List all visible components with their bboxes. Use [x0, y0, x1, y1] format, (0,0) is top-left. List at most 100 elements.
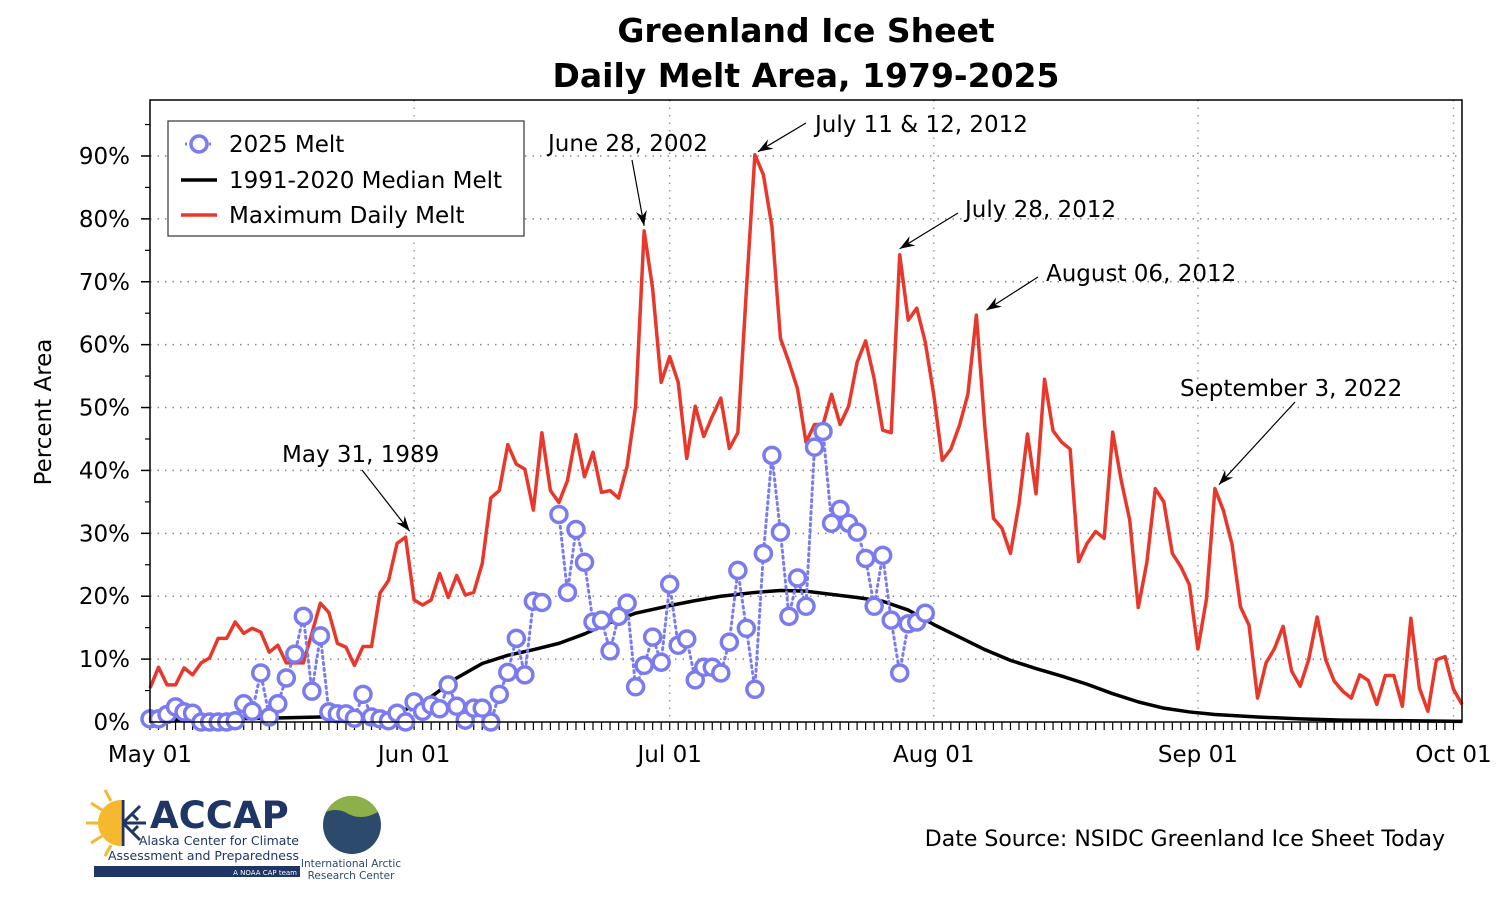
annotation-label: May 31, 1989: [282, 442, 439, 468]
y-axis-label: Percent Area: [31, 339, 57, 486]
melt-2025-point: [872, 545, 893, 566]
melt-2025-point: [515, 665, 535, 685]
melt-2025-point: [625, 677, 646, 697]
melt-2025-point: [268, 694, 288, 714]
y-tick-label: 70%: [79, 270, 130, 296]
melt-2025-point: [608, 606, 629, 627]
melt-2025-point: [285, 644, 305, 664]
accap-line1: Alaska Center for Climate: [139, 833, 299, 848]
axis-ticks: 0% 10% 20% 30% 40% 50% 60% 70% 80% 90% May 01 Jun 0…: [79, 123, 1492, 768]
annotation-arrow: [1218, 401, 1296, 486]
melt-2025-point: [659, 574, 680, 595]
annotation-label: July 28, 2012: [963, 197, 1116, 223]
annotation-arrow: [986, 276, 1039, 311]
y-tick-label: 50%: [79, 396, 130, 422]
melt-2025-point: [676, 629, 697, 649]
melt-2025-point: [719, 632, 740, 652]
melt-2025-point: [549, 504, 569, 525]
sun-icon: [86, 789, 121, 857]
iarc-line2: Research Center: [308, 870, 396, 882]
x-tick-label: Jul 01: [636, 742, 702, 768]
arrowhead-icon: [1218, 469, 1234, 485]
annotation-arrow: [899, 212, 959, 250]
melt-2025-point: [830, 499, 850, 520]
melt-2025-point: [651, 652, 671, 673]
melt-2025-point: [770, 522, 791, 542]
legend-label-median: 1991-2020 Median Melt: [229, 168, 502, 194]
melt-2025-point: [711, 663, 731, 683]
accap-tagline: A NOAA CAP team: [233, 869, 297, 877]
annotation-label: September 3, 2022: [1180, 376, 1402, 402]
accap-wordmark: ACCAP: [150, 794, 289, 837]
y-tick-label: 40%: [79, 458, 130, 484]
chart-title: Greenland Ice Sheet: [617, 11, 995, 50]
melt-2025-point: [251, 663, 271, 683]
data-source-note: Date Source: NSIDC Greenland Ice Sheet T…: [925, 827, 1445, 852]
snowflake-icon: [121, 800, 146, 846]
melt-2025-point: [881, 610, 901, 630]
max-daily-melt-line: [148, 152, 1464, 714]
melt-2025-point: [276, 668, 297, 688]
x-tick-label: Jun 01: [376, 742, 451, 768]
melt-2025-point: [634, 655, 654, 676]
melt-2025-point: [566, 519, 586, 540]
melt-2025-point: [600, 641, 620, 661]
melt-2025-point: [293, 606, 314, 627]
y-tick-label: 60%: [79, 333, 130, 359]
melt-2025-point: [796, 596, 816, 617]
melt-2025-point: [736, 618, 757, 639]
plot-frame: [149, 99, 1463, 723]
x-tick-label: Oct 01: [1415, 742, 1491, 768]
melt-2025-point: [855, 548, 876, 569]
melt-2025-point: [353, 684, 373, 705]
melt-2025-point: [574, 552, 595, 573]
legend-label-max: Maximum Daily Melt: [229, 203, 465, 229]
melt-2025-point: [242, 701, 262, 722]
melt-2025-point: [532, 592, 552, 613]
melt-2025-point: [915, 603, 936, 623]
arrowhead-icon: [757, 139, 774, 152]
melt-2025-point: [302, 681, 322, 701]
arrowhead-icon: [899, 236, 916, 249]
accap-line2: Assessment and Preparedness: [108, 848, 299, 863]
melt-2025-point: [753, 543, 774, 564]
legend-label-2025: 2025 Melt: [229, 132, 344, 158]
melt-2025-point: [889, 663, 910, 683]
melt-2025-point: [498, 662, 518, 683]
melt-2025-point: [429, 699, 450, 719]
melt-2025-point: [591, 610, 612, 630]
iarc-logo: International Arctic Research Center: [301, 795, 401, 882]
annotation-label: July 11 & 12, 2012: [813, 112, 1028, 138]
melt-2025-point: [779, 606, 799, 627]
melt-2025-point: [847, 522, 867, 542]
melt-2025-point: [310, 626, 331, 646]
melt-2025-point: [762, 445, 782, 466]
melt-2025-point: [864, 596, 884, 617]
melt-2025-point: [506, 628, 527, 649]
melt-2025-point: [344, 708, 365, 728]
arrowhead-icon: [986, 297, 1003, 311]
x-tick-label: May 01: [108, 742, 192, 768]
melt-2025-point: [225, 710, 245, 731]
y-tick-label: 90%: [79, 144, 130, 170]
melt-2025-point: [438, 675, 458, 695]
melt-2025-point: [617, 593, 637, 613]
melt-2025-point: [787, 568, 808, 588]
melt-2025-point: [745, 679, 765, 700]
melt-2025-point: [489, 684, 510, 705]
y-tick-label: 20%: [79, 584, 130, 610]
arrowhead-icon: [636, 210, 647, 226]
arrowhead-icon: [396, 515, 410, 532]
y-tick-label: 30%: [79, 521, 130, 547]
melt-2025-point: [259, 707, 280, 727]
annotations: May 31, 1989 June 28, 2002 July 11 & 12, 2…: [282, 112, 1402, 532]
chart-subtitle: Daily Melt Area, 1979-2025: [553, 56, 1060, 95]
x-tick-label: Sep 01: [1158, 742, 1238, 768]
melt-2025-point: [813, 421, 833, 442]
legend-2025-marker: [189, 134, 209, 154]
y-tick-label: 0%: [94, 710, 131, 736]
melt-2025-point: [557, 582, 578, 603]
annotation-arrow: [631, 159, 645, 226]
annotation-label: August 06, 2012: [1046, 261, 1236, 287]
